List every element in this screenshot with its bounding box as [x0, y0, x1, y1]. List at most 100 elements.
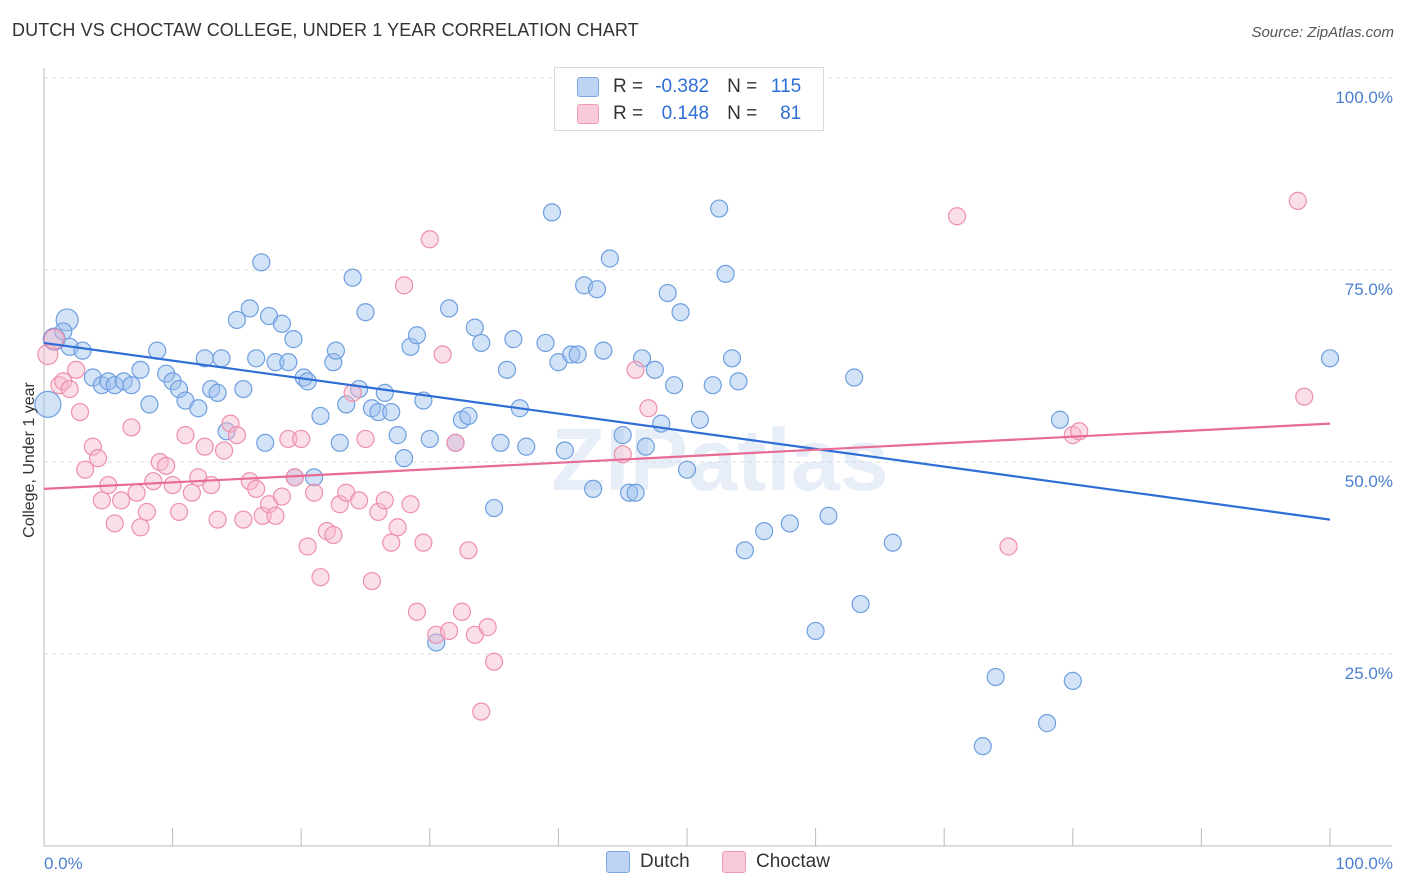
bottom-legend-swatch-dutch [606, 851, 630, 873]
choctaw-point [195, 437, 214, 456]
dutch-point [208, 383, 227, 402]
dutch-point [722, 349, 742, 368]
choctaw-point [362, 571, 382, 591]
choctaw-point [414, 533, 433, 552]
choctaw-point [446, 433, 465, 452]
dutch-point [671, 303, 690, 322]
dutch-point [279, 353, 298, 372]
y-axis-label: College, Under 1 year [21, 382, 38, 538]
choctaw-point [478, 618, 497, 637]
dutch-point [851, 594, 870, 614]
dutch-point [234, 379, 253, 399]
chart-title: DUTCH VS CHOCTAW COLLEGE, UNDER 1 YEAR C… [12, 20, 639, 40]
dutch-point [311, 406, 330, 426]
dutch-point [729, 372, 748, 391]
dutch-point [330, 433, 349, 452]
choctaw-point [163, 475, 182, 495]
choctaw-point [485, 652, 504, 671]
dutch-point [326, 341, 346, 360]
series-dutch [34, 199, 1340, 756]
choctaw-point [626, 360, 645, 379]
axes [43, 68, 1392, 847]
dutch-point [169, 379, 189, 399]
dutch-point [375, 383, 394, 402]
choctaw-point [92, 491, 111, 510]
choctaw-point [452, 602, 472, 621]
dutch-point [600, 249, 619, 268]
dutch-point [55, 308, 79, 332]
dutch-point [459, 406, 478, 426]
choctaw-point [439, 621, 459, 641]
dutch-point [594, 341, 613, 360]
choctaw-point [375, 491, 394, 510]
choctaw-point [999, 537, 1018, 556]
bottom-legend: Dutch Choctaw [0, 851, 1406, 877]
dutch-point [584, 479, 603, 498]
dutch-point [735, 541, 754, 560]
dutch-point [343, 268, 362, 287]
dutch-point [212, 349, 231, 368]
choctaw-point [459, 541, 478, 560]
dutch-point [1063, 671, 1082, 690]
dutch-point [420, 429, 439, 449]
legend-r-label: R = [613, 76, 644, 97]
dutch-point [304, 468, 324, 487]
choctaw-point [221, 414, 240, 433]
y-tick-label: 75.0% [1345, 280, 1393, 299]
dutch-point [337, 395, 356, 414]
trendlines [43, 341, 1331, 521]
choctaw-point [330, 495, 349, 514]
dutch-point [986, 667, 1005, 687]
dutch-point [407, 326, 427, 345]
legend-row-choctaw: R = 0.148 N = 81 [577, 101, 801, 127]
legend-n-value: 115 [770, 76, 802, 97]
choctaw-point [304, 483, 324, 502]
dutch-point [716, 264, 735, 283]
dutch-point [131, 360, 150, 379]
dutch-point [665, 376, 684, 395]
bottom-legend-choctaw[interactable]: Choctaw [722, 851, 830, 873]
bottom-legend-label-dutch: Dutch [640, 851, 690, 872]
choctaw-point [67, 360, 86, 379]
bottom-legend-dutch[interactable]: Dutch [606, 851, 690, 873]
choctaw-point [298, 537, 317, 556]
choctaw-point [176, 426, 195, 445]
legend-n-label: N = [727, 103, 758, 124]
dutch-point [439, 299, 459, 318]
choctaw-point [947, 207, 967, 226]
dutch-point [710, 199, 729, 218]
dutch-point [324, 353, 343, 372]
dutch-point [703, 376, 722, 395]
legend-n-label: N = [727, 76, 758, 97]
choctaw-point [182, 483, 201, 502]
choctaw-point [127, 483, 146, 502]
choctaw-point [76, 460, 95, 479]
choctaw-point [272, 487, 292, 506]
dutch-point [427, 633, 446, 652]
legend-r-value: 0.148 [661, 103, 710, 124]
dutch-point [568, 345, 587, 364]
choctaw-point [112, 491, 131, 510]
series-choctaw [37, 191, 1314, 721]
dutch-point [266, 353, 285, 372]
legend-row-dutch: R = -0.382 N = 115 [577, 74, 801, 100]
choctaw-point [227, 426, 246, 445]
choctaw-point [279, 429, 298, 449]
choctaw-point [83, 437, 102, 456]
choctaw-point [169, 502, 189, 522]
bottom-legend-swatch-choctaw [722, 851, 746, 873]
dutch-point [189, 399, 208, 418]
choctaw-point [247, 479, 266, 498]
dutch-point [806, 621, 825, 641]
dutch-point [632, 349, 652, 368]
choctaw-point [214, 441, 234, 460]
dutch-point [298, 372, 317, 391]
dutch-point [677, 460, 697, 479]
choctaw-point [382, 533, 401, 552]
choctaw-point [420, 230, 439, 249]
dutch-point [780, 514, 799, 533]
dutch-point [256, 433, 275, 452]
choctaw-point [208, 510, 227, 529]
choctaw-point [349, 491, 369, 510]
